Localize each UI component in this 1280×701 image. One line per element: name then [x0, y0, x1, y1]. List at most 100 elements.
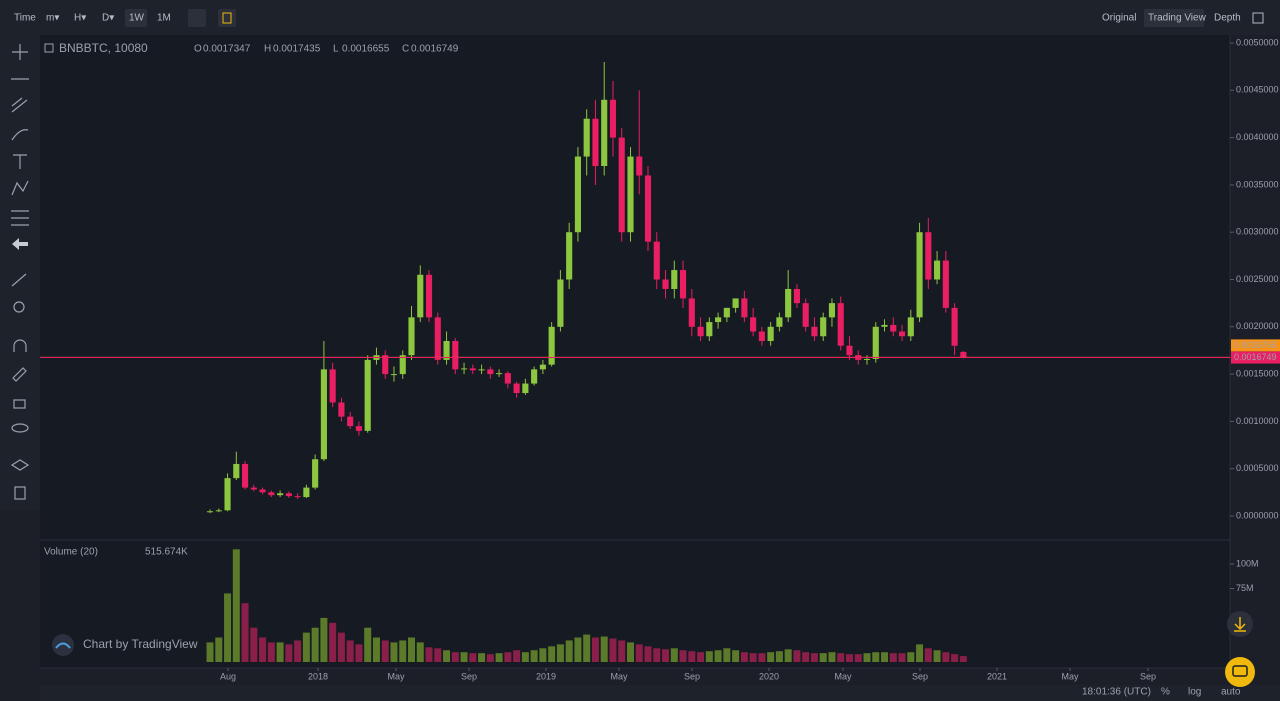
candle-body — [241, 463, 249, 488]
volume-bar — [933, 650, 941, 662]
indicators-button[interactable] — [218, 9, 236, 27]
prediction-tool[interactable] — [11, 210, 29, 226]
volume-bar — [767, 652, 775, 662]
volume-bar — [215, 637, 223, 662]
ohlc-letter: L — [333, 44, 339, 55]
percent-toggle[interactable]: % — [1161, 687, 1170, 698]
brush-tool[interactable] — [11, 129, 29, 141]
x-tick-label: May — [1061, 671, 1079, 681]
lock-tool[interactable] — [13, 399, 26, 409]
volume-bar — [206, 642, 214, 662]
layers-tool[interactable] — [10, 459, 30, 471]
candle-body — [960, 351, 967, 358]
volume-bar — [337, 632, 345, 662]
settings-button[interactable] — [188, 9, 206, 27]
x-tick-label: Sep — [912, 671, 928, 681]
y-tick-label: 0.0015000 — [1236, 368, 1279, 378]
candle-body — [434, 317, 441, 360]
candle-body — [233, 463, 240, 479]
candle-body — [513, 383, 520, 394]
candle-body — [785, 288, 792, 318]
watermark[interactable]: Chart by TradingView — [83, 637, 198, 651]
candle-body — [846, 345, 853, 356]
candle-body — [811, 326, 818, 337]
log-toggle[interactable]: log — [1188, 687, 1201, 698]
clock: 18:01:36 (UTC) — [1082, 687, 1151, 698]
candle-body — [636, 156, 643, 176]
crosshair-tool[interactable] — [12, 44, 28, 60]
candle-body — [539, 364, 546, 370]
candle-body — [487, 369, 494, 375]
chat-icon — [1232, 665, 1248, 677]
candle-body — [916, 232, 923, 318]
toolbar-item[interactable]: 1M — [157, 13, 171, 24]
view-tab[interactable]: Trading View — [1148, 13, 1207, 24]
volume-bar — [355, 644, 363, 662]
candle-body — [872, 326, 879, 359]
volume-bar — [670, 648, 678, 662]
candle-body — [390, 374, 398, 376]
candle-body — [679, 270, 687, 299]
candle-body — [303, 487, 310, 498]
candle-body — [609, 99, 617, 138]
candle-body — [531, 369, 538, 384]
candle-body — [496, 373, 503, 375]
volume-bar — [635, 644, 643, 662]
visibility-tool[interactable] — [11, 423, 29, 433]
toolbar-item[interactable]: D▾ — [102, 13, 114, 24]
back-tool[interactable] — [12, 238, 28, 250]
toolbar-item[interactable]: 1W — [129, 13, 145, 24]
draw-mode-tool[interactable] — [12, 367, 27, 382]
x-tick-label: May — [611, 671, 629, 681]
volume-bar — [863, 653, 871, 662]
auto-toggle[interactable]: auto — [1221, 687, 1241, 698]
candle-body — [566, 232, 573, 280]
view-tab[interactable]: Original — [1102, 13, 1136, 24]
measure-tool[interactable] — [11, 273, 27, 287]
toolbar-item[interactable]: m▾ — [46, 13, 59, 24]
text-tool[interactable] — [13, 154, 27, 169]
volume-bar — [285, 644, 293, 662]
candle-body — [259, 489, 266, 493]
view-tab[interactable]: Depth — [1214, 13, 1241, 24]
candle-body — [574, 156, 581, 233]
volume-bar — [802, 652, 810, 662]
volume-bar — [565, 640, 573, 662]
chat-button[interactable] — [1225, 657, 1255, 687]
volume-bar — [267, 642, 275, 662]
candle-body — [320, 369, 327, 460]
volume-bar — [556, 644, 564, 662]
volume-bar — [819, 653, 827, 662]
price-pane: 0.0000000 0.0005000 0.0010000 0.0015000 0.00… — [40, 37, 1280, 681]
volume-bar — [749, 653, 757, 662]
channel-tool[interactable] — [11, 97, 28, 113]
toolbar-item[interactable]: H▾ — [74, 13, 86, 24]
y-tick-label: 0.0050000 — [1236, 37, 1279, 47]
volume-bar — [784, 649, 792, 662]
candle-body — [732, 298, 739, 308]
fullscreen-button[interactable] — [1252, 12, 1264, 24]
zoom-tool[interactable] — [13, 301, 25, 313]
y-tick-label: 0.0020000 — [1236, 321, 1279, 331]
candle-body — [338, 402, 345, 417]
pattern-tool[interactable] — [11, 180, 29, 196]
y-tick-label: 0.0040000 — [1236, 132, 1279, 142]
volume-bar — [653, 648, 661, 662]
ohlc-value: 0.0017435 — [273, 44, 321, 55]
delete-tool[interactable] — [14, 486, 26, 500]
candle-body — [925, 232, 932, 280]
ohlc-letter: C — [402, 44, 409, 55]
volume-bar — [845, 654, 853, 662]
candle-body — [706, 322, 713, 337]
candle-body — [750, 317, 757, 332]
x-tick-label: 2018 — [308, 671, 328, 681]
collapse-button[interactable] — [44, 43, 54, 53]
ohlc-legend: O 0.0017347 H 0.0017435 L 0.0016655 C 0.0016749 — [194, 44, 459, 55]
volume-bar — [451, 652, 459, 662]
candle-body — [592, 118, 599, 167]
toolbar-item[interactable]: Time — [14, 13, 36, 24]
candle-body — [364, 359, 371, 431]
magnet-tool[interactable] — [13, 339, 27, 352]
candle-body — [294, 496, 301, 498]
